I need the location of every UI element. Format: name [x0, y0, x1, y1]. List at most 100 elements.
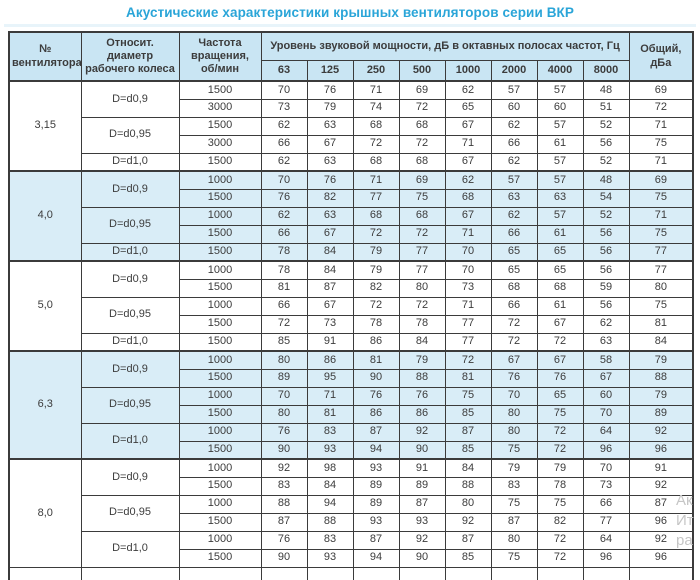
level-cell: 72 — [398, 296, 446, 316]
header-octave-63: 63 — [260, 59, 308, 82]
fan-number-cell: 4,0 — [8, 170, 82, 262]
level-cell: 65 — [490, 242, 538, 262]
level-cell: 94 — [352, 548, 400, 568]
diameter-cell: D=d0,95 — [80, 296, 180, 334]
level-cell: 73 — [582, 476, 630, 496]
level-cell: 87 — [490, 512, 538, 532]
level-cell: 73 — [306, 314, 354, 334]
fan-table-body: 3,15 D=d0,9 1500 70 76 71 69 62 57 57 48 69 3000 73 79… — [8, 80, 694, 580]
total-cell: 92 — [628, 422, 694, 442]
level-cell: 72 — [490, 314, 538, 334]
level-cell: 70 — [444, 260, 492, 280]
level-cell: 78 — [352, 314, 400, 334]
level-cell: 85 — [444, 548, 492, 568]
diameter-cell: D=d1,0 — [80, 242, 180, 262]
empty-cell — [444, 566, 492, 580]
level-cell: 62 — [490, 206, 538, 226]
speed-cell: 1000 — [178, 170, 262, 190]
level-cell: 77 — [582, 512, 630, 532]
empty-cell — [178, 566, 262, 580]
divider-band — [4, 24, 696, 27]
level-cell: 70 — [260, 80, 308, 100]
level-cell: 66 — [260, 134, 308, 154]
level-cell: 56 — [582, 242, 630, 262]
level-cell: 86 — [306, 350, 354, 370]
speed-cell: 1500 — [178, 404, 262, 424]
total-cell: 69 — [628, 80, 694, 100]
level-cell: 82 — [536, 512, 584, 532]
speed-cell: 1500 — [178, 242, 262, 262]
table-row: 1500 81 87 82 80 73 68 68 59 80 — [9, 278, 694, 298]
level-cell: 80 — [490, 422, 538, 442]
total-cell: 80 — [628, 278, 694, 298]
level-cell: 70 — [490, 386, 538, 406]
level-cell: 63 — [490, 188, 538, 208]
level-cell: 77 — [398, 242, 446, 262]
level-cell: 57 — [490, 170, 538, 190]
header-octave-500: 500 — [398, 59, 446, 82]
header-octave-4000: 4000 — [536, 59, 584, 82]
level-cell: 85 — [260, 332, 308, 352]
level-cell: 95 — [306, 368, 354, 388]
level-cell: 92 — [260, 458, 308, 478]
speed-cell: 1500 — [178, 314, 262, 334]
table-row: D=d0,95 1000 70 71 76 76 75 70 65 60 79 — [9, 386, 694, 424]
level-cell: 84 — [306, 260, 354, 280]
level-cell: 86 — [352, 404, 400, 424]
level-cell: 73 — [260, 98, 308, 118]
level-cell: 63 — [306, 152, 354, 172]
level-cell: 69 — [398, 80, 446, 100]
level-cell: 87 — [444, 530, 492, 550]
level-cell: 83 — [306, 530, 354, 550]
table-row: 1500 66 67 72 72 71 66 61 56 75 — [9, 224, 694, 244]
level-cell: 62 — [490, 116, 538, 136]
speed-cell: 1000 — [178, 422, 262, 442]
level-cell: 65 — [444, 98, 492, 118]
level-cell: 75 — [536, 404, 584, 424]
speed-cell: 1500 — [178, 476, 262, 496]
total-cell: 71 — [628, 206, 694, 226]
level-cell: 72 — [536, 440, 584, 460]
total-cell: 69 — [628, 170, 694, 190]
table-row: D=d0,95 1000 88 94 89 87 80 75 75 66 87 — [9, 494, 694, 532]
level-cell: 93 — [398, 512, 446, 532]
level-cell: 87 — [398, 494, 446, 514]
header-octave-1000: 1000 — [444, 59, 492, 82]
diameter-cell: D=d0,95 — [80, 494, 180, 532]
level-cell: 62 — [490, 152, 538, 172]
level-cell: 88 — [398, 368, 446, 388]
level-cell: 92 — [398, 422, 446, 442]
level-cell: 85 — [444, 440, 492, 460]
level-cell: 88 — [260, 494, 308, 514]
level-cell: 62 — [444, 170, 492, 190]
total-cell: 96 — [628, 548, 694, 568]
header-octave-2000: 2000 — [490, 59, 538, 82]
level-cell: 65 — [536, 260, 584, 280]
level-cell: 72 — [352, 134, 400, 154]
empty-cell — [352, 566, 400, 580]
level-cell: 92 — [444, 512, 492, 532]
diameter-cell: D=d0,9 — [80, 458, 180, 496]
total-cell: 81 — [628, 314, 694, 334]
level-cell: 93 — [352, 458, 400, 478]
total-cell: 71 — [628, 116, 694, 136]
level-cell: 77 — [444, 332, 492, 352]
level-cell: 87 — [260, 512, 308, 532]
level-cell: 86 — [398, 404, 446, 424]
level-cell: 94 — [306, 494, 354, 514]
speed-cell: 1500 — [178, 332, 262, 352]
table-row: 3000 73 79 74 72 65 60 60 51 72 — [9, 98, 694, 118]
level-cell: 61 — [536, 296, 584, 316]
level-cell: 76 — [490, 368, 538, 388]
level-cell: 72 — [398, 98, 446, 118]
level-cell: 75 — [490, 494, 538, 514]
header-total-dba: Общий, дБа — [628, 31, 694, 82]
level-cell: 57 — [536, 206, 584, 226]
level-cell: 82 — [306, 188, 354, 208]
level-cell: 67 — [306, 134, 354, 154]
level-cell: 67 — [536, 350, 584, 370]
level-cell: 81 — [444, 368, 492, 388]
table-row: 1500 76 82 77 75 68 63 63 54 75 — [9, 188, 694, 208]
level-cell: 52 — [582, 152, 630, 172]
level-cell: 71 — [444, 224, 492, 244]
